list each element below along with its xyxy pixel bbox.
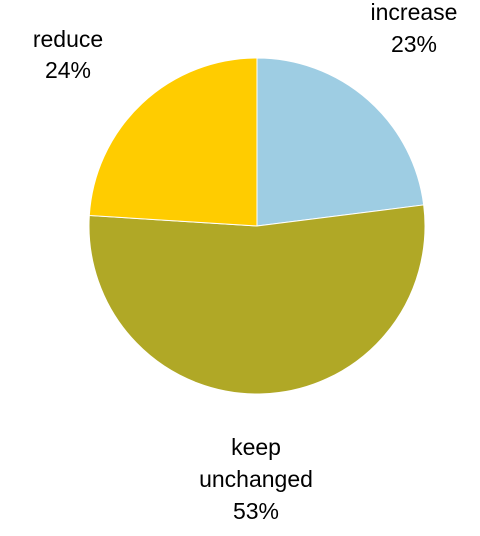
data-label-value-keep-unchanged: 53% — [233, 498, 279, 524]
data-label-category-keep-unchanged: unchanged — [199, 466, 313, 492]
pie-slice-keep-unchanged — [88, 204, 426, 395]
data-label-value-reduce: 24% — [45, 57, 91, 83]
data-label-category-reduce: reduce — [33, 26, 103, 52]
pie-labels: increase 23% keep unchanged 53% reduce 24% — [33, 0, 458, 524]
data-label-value-increase: 23% — [391, 31, 437, 57]
data-label-category-increase: increase — [371, 0, 458, 25]
data-label-category-keep-unchanged: keep — [231, 434, 281, 460]
pie-slice-increase — [256, 57, 425, 227]
pie-slices — [88, 57, 426, 395]
pie-slice-reduce — [88, 57, 258, 227]
